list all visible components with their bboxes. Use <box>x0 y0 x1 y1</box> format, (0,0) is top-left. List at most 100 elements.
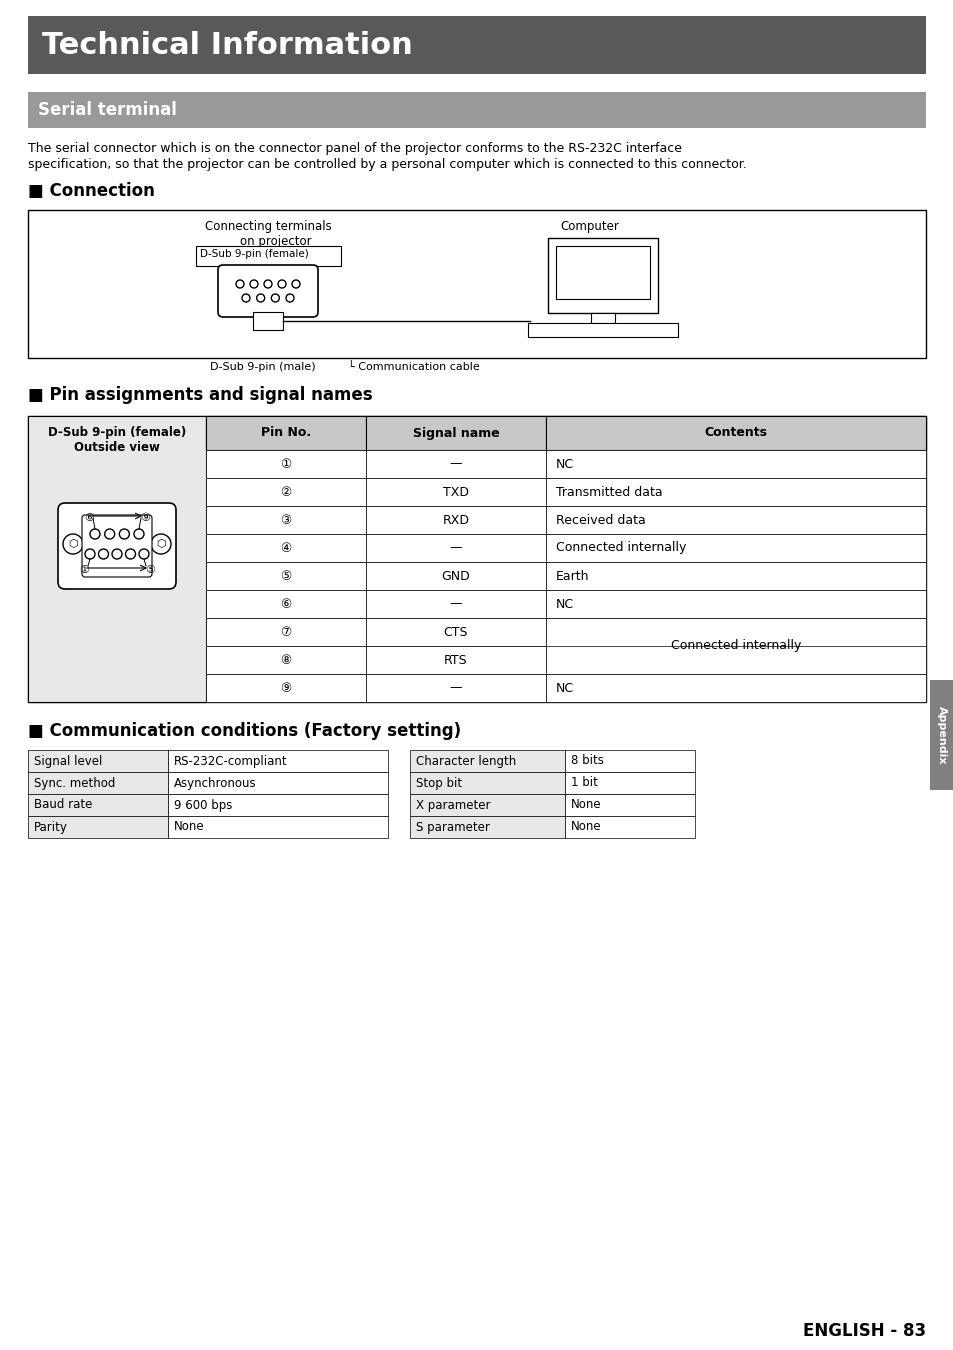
Text: ⬡: ⬡ <box>68 539 78 549</box>
Text: ⑦: ⑦ <box>280 625 292 639</box>
Bar <box>206 450 366 478</box>
Bar <box>527 323 678 338</box>
Text: —: — <box>449 682 462 694</box>
Text: Connected internally: Connected internally <box>670 640 801 652</box>
Bar <box>545 506 925 535</box>
Text: 9 600 bps: 9 600 bps <box>173 798 233 811</box>
Text: ①: ① <box>280 458 292 471</box>
Text: NC: NC <box>556 458 574 471</box>
Text: TXD: TXD <box>442 486 469 498</box>
Text: Received data: Received data <box>556 513 645 526</box>
Bar <box>168 751 388 772</box>
Bar <box>366 478 545 506</box>
Text: GND: GND <box>441 570 470 582</box>
Bar <box>206 535 366 562</box>
Bar <box>545 562 925 590</box>
Text: NC: NC <box>556 682 574 694</box>
Bar <box>410 772 564 794</box>
Bar <box>206 590 366 618</box>
Text: Sync. method: Sync. method <box>34 776 115 790</box>
Bar <box>28 815 168 838</box>
Bar <box>206 618 366 647</box>
Text: specification, so that the projector can be controlled by a personal computer wh: specification, so that the projector can… <box>28 158 746 171</box>
Bar <box>564 772 695 794</box>
Text: ■ Communication conditions (Factory setting): ■ Communication conditions (Factory sett… <box>28 722 460 740</box>
Bar <box>545 535 925 562</box>
Bar <box>564 794 695 815</box>
Bar <box>545 416 925 450</box>
FancyBboxPatch shape <box>58 504 175 589</box>
Text: ■ Connection: ■ Connection <box>28 182 154 200</box>
Text: None: None <box>571 821 601 833</box>
Bar <box>28 794 168 815</box>
Bar <box>28 92 925 128</box>
Text: Technical Information: Technical Information <box>42 31 413 59</box>
Text: RTS: RTS <box>444 653 467 667</box>
Text: Computer: Computer <box>559 220 618 234</box>
Text: NC: NC <box>556 598 574 610</box>
Text: None: None <box>173 821 204 833</box>
Bar <box>545 590 925 618</box>
Text: Serial terminal: Serial terminal <box>38 101 176 119</box>
Text: ⑤: ⑤ <box>145 566 154 575</box>
Bar <box>366 506 545 535</box>
Text: └ Communication cable: └ Communication cable <box>348 362 479 373</box>
Bar <box>564 751 695 772</box>
Text: —: — <box>449 598 462 610</box>
Bar <box>545 674 925 702</box>
Bar <box>590 313 615 323</box>
Bar <box>556 246 649 298</box>
Text: The serial connector which is on the connector panel of the projector conforms t: The serial connector which is on the con… <box>28 142 681 155</box>
Bar <box>28 16 925 74</box>
Text: X parameter: X parameter <box>416 798 490 811</box>
Bar <box>366 647 545 674</box>
Bar <box>206 647 366 674</box>
Bar <box>206 562 366 590</box>
Bar <box>366 590 545 618</box>
Text: ■ Pin assignments and signal names: ■ Pin assignments and signal names <box>28 386 373 404</box>
Text: —: — <box>449 541 462 555</box>
Text: ④: ④ <box>280 541 292 555</box>
Text: ⑧: ⑧ <box>280 653 292 667</box>
Bar <box>195 246 340 266</box>
Bar <box>410 794 564 815</box>
Text: ⑥: ⑥ <box>280 598 292 610</box>
Text: S parameter: S parameter <box>416 821 489 833</box>
Text: Baud rate: Baud rate <box>34 798 92 811</box>
Text: ⑥: ⑥ <box>84 513 94 522</box>
Text: Connecting terminals
    on projector: Connecting terminals on projector <box>204 220 331 248</box>
Bar <box>929 680 953 790</box>
Text: D-Sub 9-pin (female)
Outside view: D-Sub 9-pin (female) Outside view <box>48 427 186 454</box>
Text: —: — <box>449 458 462 471</box>
FancyBboxPatch shape <box>218 265 317 317</box>
Bar <box>28 751 168 772</box>
Text: Transmitted data: Transmitted data <box>556 486 662 498</box>
Bar <box>564 815 695 838</box>
Text: Parity: Parity <box>34 821 68 833</box>
Bar <box>206 478 366 506</box>
Text: ⑨: ⑨ <box>140 513 150 522</box>
Text: Asynchronous: Asynchronous <box>173 776 256 790</box>
Bar <box>545 450 925 478</box>
Bar <box>206 674 366 702</box>
Bar <box>366 535 545 562</box>
Bar <box>28 211 925 358</box>
Text: 1 bit: 1 bit <box>571 776 598 790</box>
Text: ③: ③ <box>280 513 292 526</box>
Bar <box>206 416 925 450</box>
Text: D-Sub 9-pin (female): D-Sub 9-pin (female) <box>200 248 309 259</box>
Text: Pin No.: Pin No. <box>261 427 311 440</box>
Bar <box>253 312 283 329</box>
Bar <box>366 450 545 478</box>
Bar <box>547 238 658 313</box>
Text: 8 bits: 8 bits <box>571 755 603 768</box>
Text: Signal name: Signal name <box>413 427 498 440</box>
Text: Signal level: Signal level <box>34 755 102 768</box>
Bar <box>28 772 168 794</box>
Bar <box>545 478 925 506</box>
Text: None: None <box>571 798 601 811</box>
Bar <box>366 674 545 702</box>
Bar <box>366 618 545 647</box>
Text: Connected internally: Connected internally <box>556 541 685 555</box>
Bar <box>206 506 366 535</box>
